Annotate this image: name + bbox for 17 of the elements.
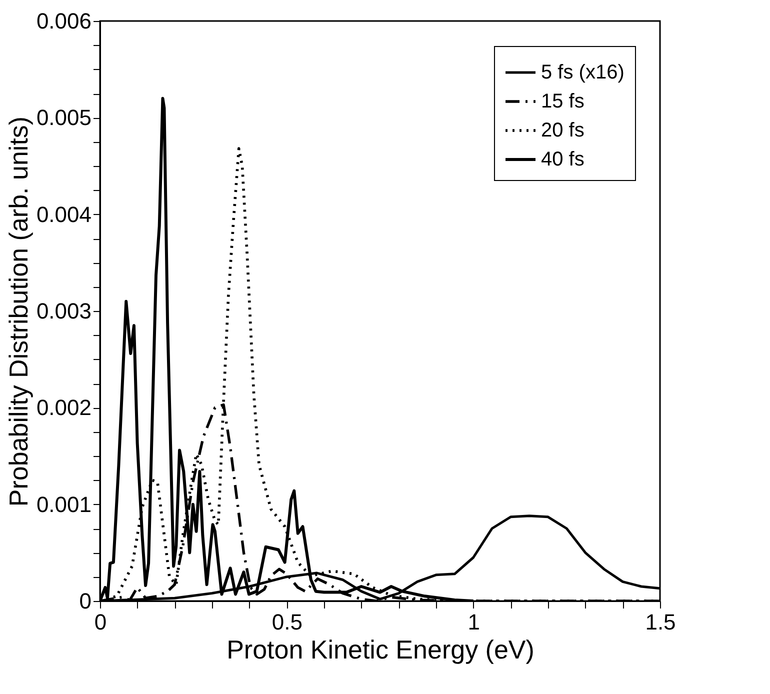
x-tick-label: 0	[94, 610, 107, 634]
y-tick-label: 0	[79, 588, 92, 614]
legend-label: 5 fs (x16)	[541, 62, 624, 84]
y-tick-label: 0.005	[36, 105, 92, 130]
legend-label: 40 fs	[541, 148, 584, 170]
y-axis-title: Probability Distribution (arb. units)	[3, 116, 34, 507]
x-tick-label: 1.5	[645, 610, 676, 634]
x-tick-label: 0.5	[272, 610, 302, 634]
x-tick-label: 1	[468, 610, 480, 634]
y-tick-label: 0.004	[36, 202, 92, 227]
legend-label: 20 fs	[541, 120, 584, 142]
x-axis-title: Proton Kinetic Energy (eV)	[226, 634, 534, 664]
y-tick-label: 0.006	[36, 8, 92, 34]
y-tick-label: 0.001	[36, 492, 92, 517]
y-tick-label: 0.002	[36, 395, 92, 420]
legend-label: 15 fs	[541, 90, 584, 112]
y-tick-label: 0.003	[36, 298, 92, 324]
